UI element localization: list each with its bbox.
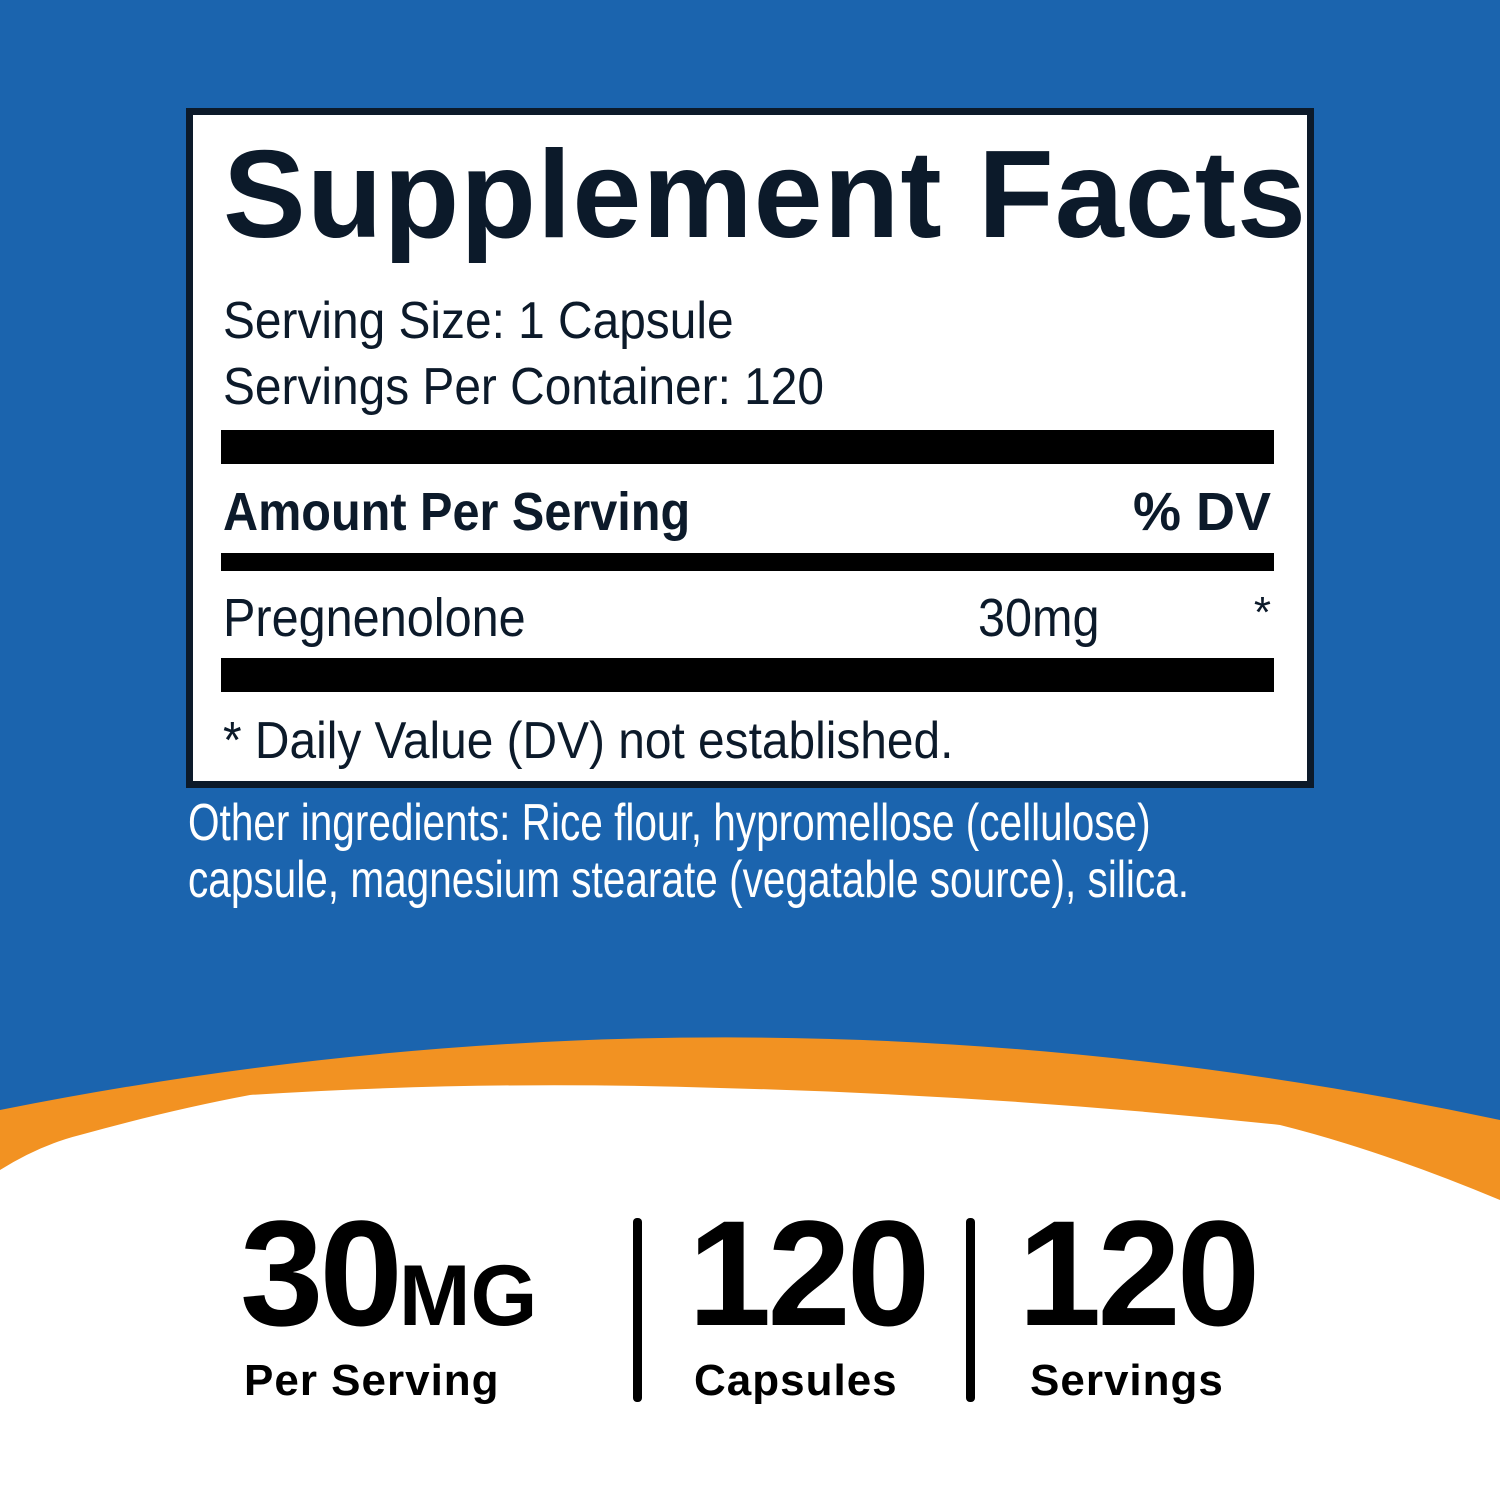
stat-number: 30 <box>240 1189 403 1357</box>
other-ingredients-line-2: capsule, magnesium stearate (vegatable s… <box>188 853 1471 907</box>
stat-label: Servings <box>1030 1356 1224 1405</box>
stat-value: 30MG <box>240 1198 537 1348</box>
supplement-facts-panel: Supplement Facts Serving Size: 1 Capsule… <box>186 108 1314 788</box>
stat-label: Per Serving <box>244 1356 500 1405</box>
nutrient-amount-text: 30mg <box>978 588 1100 648</box>
nutrient-name: Pregnenolone <box>223 588 559 648</box>
stat-label: Capsules <box>694 1356 898 1405</box>
stat-divider <box>633 1218 642 1402</box>
stat-unit: MG <box>398 1248 538 1344</box>
serving-size: Serving Size: 1 Capsule <box>223 292 778 350</box>
stat-divider <box>966 1218 975 1402</box>
other-ingredients-text-1: Other ingredients: Rice flour, hypromell… <box>188 794 1151 852</box>
servings-per-container-text: Servings Per Container: 120 <box>223 358 824 416</box>
nutrient-amount: 30mg <box>978 588 1113 648</box>
stat-value: 120 <box>688 1189 930 1357</box>
other-ingredients-line-1: Other ingredients: Rice flour, hypromell… <box>188 796 1422 850</box>
amount-header-text: Amount Per Serving <box>223 482 691 542</box>
servings-per-container: Servings Per Container: 120 <box>223 358 876 416</box>
amount-header: Amount Per Serving <box>223 482 742 542</box>
footnote-text: * Daily Value (DV) not established. <box>223 712 954 770</box>
nutrient-name-text: Pregnenolone <box>223 588 526 648</box>
medium-divider <box>221 553 1274 571</box>
panel-title: Supplement Facts <box>223 126 1307 264</box>
serving-size-text: Serving Size: 1 Capsule <box>223 292 734 350</box>
thick-divider-bottom <box>221 658 1274 692</box>
nutrient-dv: * <box>1253 588 1271 637</box>
thick-divider <box>221 430 1274 464</box>
other-ingredients-text-2: capsule, magnesium stearate (vegatable s… <box>188 851 1189 909</box>
dv-header: % DV <box>1132 482 1271 542</box>
white-area <box>0 1085 1500 1500</box>
stat-value: 120 <box>1018 1189 1260 1357</box>
footnote: * Daily Value (DV) not established. <box>223 712 1017 770</box>
